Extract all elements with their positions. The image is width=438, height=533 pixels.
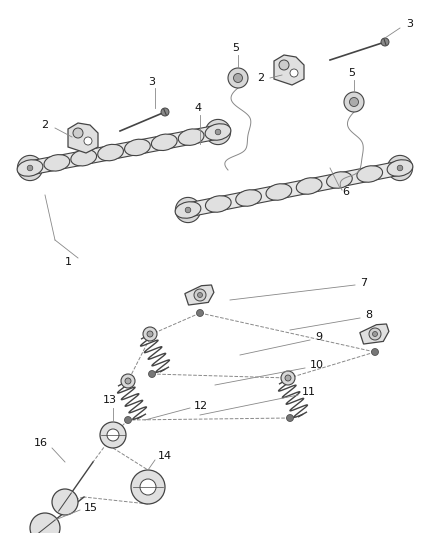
Ellipse shape (71, 149, 96, 166)
Ellipse shape (44, 155, 70, 171)
Ellipse shape (152, 134, 177, 150)
Text: 6: 6 (342, 187, 349, 197)
Circle shape (371, 349, 378, 356)
Circle shape (369, 328, 381, 340)
Circle shape (344, 92, 364, 112)
Ellipse shape (178, 129, 204, 146)
Circle shape (18, 156, 42, 181)
Circle shape (281, 371, 295, 385)
Ellipse shape (17, 160, 43, 176)
Circle shape (148, 370, 155, 377)
Ellipse shape (236, 190, 261, 206)
Circle shape (197, 310, 204, 317)
Ellipse shape (266, 184, 292, 200)
Circle shape (286, 415, 293, 422)
Ellipse shape (205, 196, 231, 212)
Text: 16: 16 (34, 438, 48, 448)
Text: 4: 4 (194, 103, 201, 113)
Ellipse shape (327, 172, 352, 188)
Circle shape (381, 38, 389, 46)
Circle shape (205, 119, 230, 144)
Circle shape (182, 204, 194, 216)
Text: 13: 13 (103, 395, 117, 405)
Circle shape (84, 137, 92, 145)
Circle shape (24, 161, 36, 174)
Text: 2: 2 (41, 120, 48, 130)
Circle shape (73, 128, 83, 138)
Circle shape (397, 165, 403, 171)
Text: 3: 3 (148, 77, 155, 87)
Circle shape (30, 513, 60, 533)
Text: 3: 3 (406, 19, 413, 29)
Circle shape (147, 331, 153, 337)
Circle shape (194, 289, 206, 301)
Text: 15: 15 (84, 503, 98, 513)
Text: 8: 8 (365, 310, 372, 320)
Polygon shape (360, 324, 389, 344)
Circle shape (175, 197, 201, 223)
Circle shape (161, 108, 169, 116)
Circle shape (215, 129, 221, 135)
Circle shape (290, 69, 298, 77)
Ellipse shape (387, 160, 413, 176)
Polygon shape (185, 285, 214, 305)
Text: 1: 1 (64, 257, 71, 267)
Ellipse shape (205, 124, 231, 140)
Circle shape (198, 293, 202, 297)
Circle shape (140, 479, 156, 495)
Circle shape (279, 60, 289, 70)
Polygon shape (68, 123, 98, 153)
Circle shape (143, 327, 157, 341)
Text: 12: 12 (194, 401, 208, 411)
Text: 5: 5 (233, 43, 240, 53)
Ellipse shape (175, 202, 201, 218)
Circle shape (131, 470, 165, 504)
Circle shape (124, 416, 131, 424)
Text: 2: 2 (257, 73, 264, 83)
Circle shape (394, 161, 406, 174)
Text: 10: 10 (310, 360, 324, 370)
Circle shape (387, 156, 413, 181)
Ellipse shape (296, 178, 322, 194)
Circle shape (185, 207, 191, 213)
Text: 7: 7 (360, 278, 367, 288)
Circle shape (52, 489, 78, 515)
Circle shape (100, 422, 126, 448)
Text: 5: 5 (349, 68, 356, 78)
Ellipse shape (357, 166, 382, 182)
Circle shape (27, 165, 33, 171)
Polygon shape (28, 125, 219, 175)
Polygon shape (274, 55, 304, 85)
Circle shape (107, 429, 119, 441)
Circle shape (285, 375, 291, 381)
Text: 9: 9 (315, 332, 322, 342)
Circle shape (372, 332, 378, 336)
Circle shape (233, 74, 243, 83)
Polygon shape (187, 161, 401, 217)
Ellipse shape (98, 144, 124, 161)
Text: 14: 14 (158, 451, 172, 461)
Circle shape (350, 98, 358, 107)
Circle shape (125, 378, 131, 384)
Ellipse shape (124, 139, 150, 156)
Circle shape (212, 126, 224, 138)
Circle shape (121, 374, 135, 388)
Circle shape (228, 68, 248, 88)
Text: 11: 11 (302, 387, 316, 397)
